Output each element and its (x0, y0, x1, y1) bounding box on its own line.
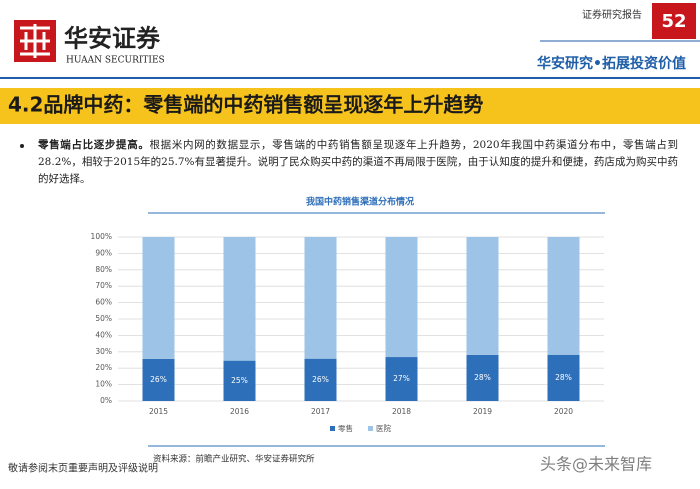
company-name-en: HUAAN SECURITIES (66, 56, 165, 66)
bullet-box: 零售端占比逐步提高。根据米内网的数据显示，零售端的中药销售额呈现逐年上升趋势，2… (38, 137, 678, 188)
data-label: 27% (393, 374, 410, 383)
bar-segment (223, 237, 256, 361)
y-tick-label: 30% (95, 347, 112, 356)
bar-segment (547, 354, 580, 401)
logo-pattern (20, 24, 50, 58)
legend-swatch (368, 426, 373, 431)
bar-segment (466, 237, 499, 355)
data-label: 28% (474, 373, 491, 382)
bullet-lead: 零售端占比逐步提高。 (38, 139, 150, 151)
bar-segment (142, 237, 175, 359)
y-tick-label: 80% (95, 265, 112, 274)
source: 资料来源：前瞻产业研究、华安证券研究所 (153, 454, 315, 465)
bar-segment (304, 237, 337, 359)
x-tick-label: 2015 (149, 407, 168, 416)
chart-title: 我国中药销售渠道分布情况 (306, 196, 414, 208)
y-tick-label: 90% (95, 248, 112, 257)
y-tick-label: 70% (95, 281, 112, 290)
y-tick-label: 0% (100, 396, 112, 405)
company-name: 华安证券 (64, 24, 161, 53)
y-tick-label: 10% (95, 380, 112, 389)
y-tick-label: 100% (91, 232, 112, 241)
x-tick-label: 2017 (311, 407, 330, 416)
legend-label: 零售 (338, 423, 353, 433)
bar-segment (142, 358, 175, 401)
bar-segment (547, 237, 580, 355)
bar-segment (466, 354, 499, 401)
watermark: 头条@未来智库 (540, 455, 652, 474)
bullet-text: 零售端占比逐步提高。根据米内网的数据显示，零售端的中药销售额呈现逐年上升趋势，2… (38, 137, 678, 188)
slogan: 华安研究•拓展投资价值 (537, 55, 686, 72)
data-label: 26% (312, 375, 329, 384)
legend-swatch (330, 426, 335, 431)
bar-segment (385, 237, 418, 358)
page-number: 52 (661, 11, 686, 32)
bar-segment (385, 357, 418, 401)
y-tick-label: 40% (95, 330, 112, 339)
x-tick-label: 2016 (230, 407, 249, 416)
report-type: 证券研究报告 (582, 8, 642, 21)
x-tick-label: 2020 (554, 407, 573, 416)
page-box (652, 3, 696, 39)
y-tick-label: 20% (95, 363, 112, 372)
data-label: 26% (150, 375, 167, 384)
bullet-body: 根据米内网的数据显示，零售端的中药销售额呈现逐年上升趋势，2020年我国中药渠道… (38, 139, 678, 185)
data-label: 28% (555, 373, 572, 382)
slide-title: 4.2品牌中药：零售端的中药销售额呈现逐年上升趋势 (8, 93, 483, 117)
bullet-dot (20, 144, 24, 148)
legend-label: 医院 (376, 423, 391, 433)
x-tick-label: 2019 (473, 407, 492, 416)
disclaimer: 敬请参阅末页重要声明及评级说明 (8, 462, 158, 475)
y-tick-label: 50% (95, 314, 112, 323)
bar-segment (223, 360, 256, 401)
title-band (0, 88, 700, 124)
data-label: 25% (231, 376, 248, 385)
plot: 0% 10% 20% 30% 40% 50% 60% 70% 80% 90% 100% 2015 26%… (91, 232, 604, 433)
bar-segment (304, 358, 337, 401)
x-tick-label: 2018 (392, 407, 411, 416)
y-tick-label: 60% (95, 298, 112, 307)
